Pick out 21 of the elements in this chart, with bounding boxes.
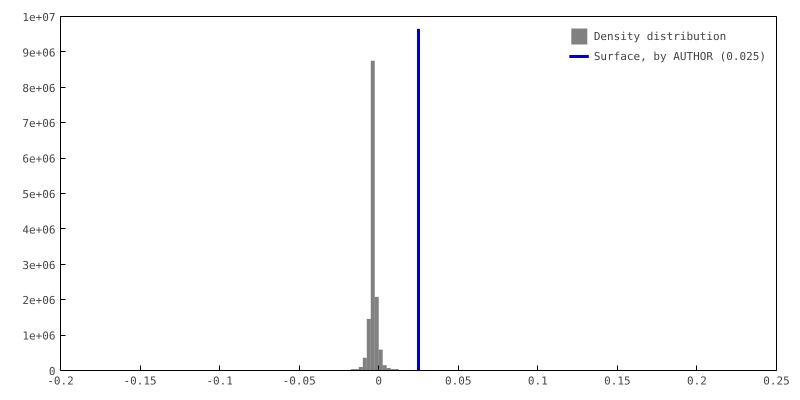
y-tick-label: 6e+06 xyxy=(22,152,56,166)
x-tick-label: 0.15 xyxy=(604,374,631,388)
x-tick-label: -0.15 xyxy=(124,374,157,388)
y-tick-label: 8e+06 xyxy=(22,82,56,95)
y-tick-label: 1e+07 xyxy=(22,11,56,24)
y-tick-label: 3e+06 xyxy=(22,258,56,272)
y-tick-label: 2e+06 xyxy=(22,294,56,308)
y-tick-label: 1e+06 xyxy=(22,330,56,343)
x-tick-label: -0.1 xyxy=(206,374,233,388)
x-tick-label: 0.25 xyxy=(763,374,790,388)
x-tick-label: 0.2 xyxy=(687,374,707,388)
x-tick-label: 0.05 xyxy=(445,374,472,388)
x-tick-label: 0 xyxy=(375,374,382,388)
y-tick-label: 7e+06 xyxy=(22,117,56,130)
y-tick-label: 9e+06 xyxy=(22,46,56,60)
legend-label: Density distribution xyxy=(594,30,726,42)
y-tick-label: 4e+06 xyxy=(22,223,56,236)
y-tick-label: 5e+06 xyxy=(22,188,56,201)
legend-label: Surface, by AUTHOR (0.025) xyxy=(594,50,766,62)
x-tick-label: 0.1 xyxy=(528,374,548,388)
x-tick-label: -0.05 xyxy=(282,374,316,388)
